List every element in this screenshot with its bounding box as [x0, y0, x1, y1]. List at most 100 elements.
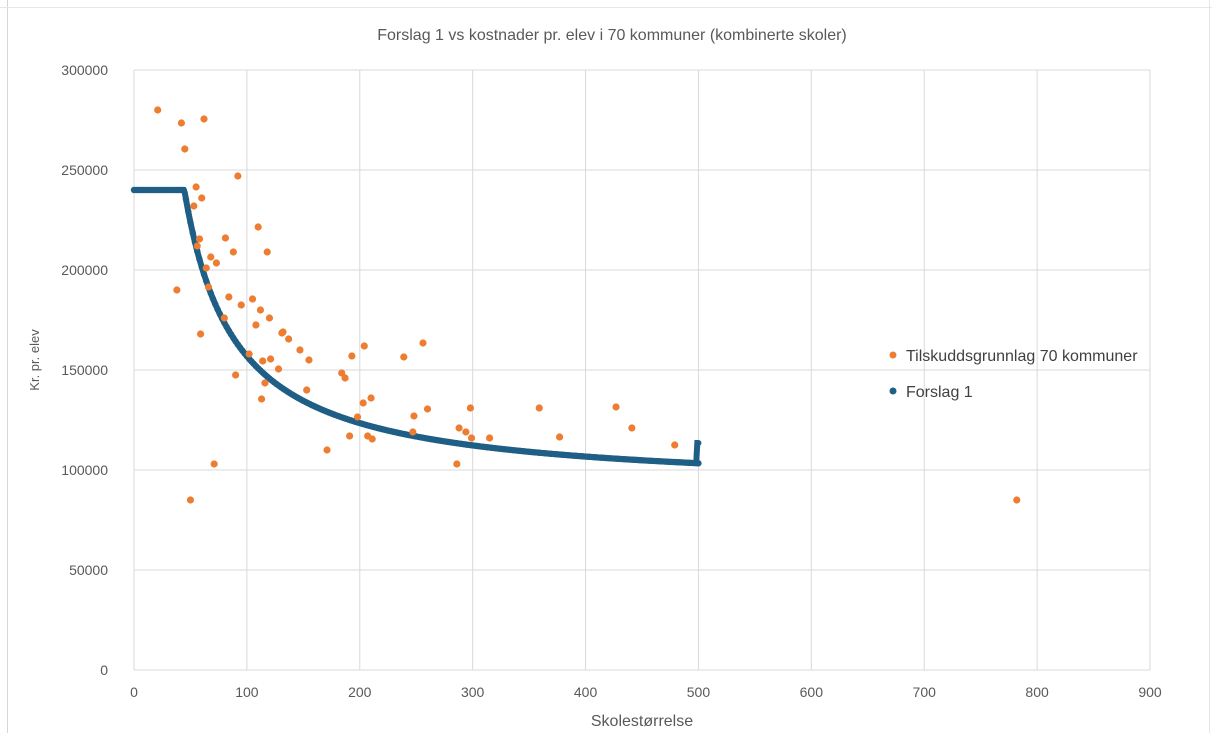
- scatter-point: [154, 106, 162, 114]
- x-tick-label: 800: [1025, 684, 1049, 700]
- legend-item-tilskuddsgrunnlag[interactable]: Tilskuddsgrunnlag 70 kommuner: [889, 348, 1139, 365]
- scatter-point: [202, 264, 210, 272]
- y-tick-label: 250000: [61, 162, 108, 178]
- scatter-point: [462, 428, 470, 436]
- scatter-point: [467, 434, 476, 442]
- x-tick-label: 600: [800, 684, 824, 700]
- x-tick-label: 900: [1138, 684, 1162, 700]
- scatter-point: [195, 235, 204, 243]
- sheet-left-border: [7, 0, 8, 733]
- forslag-1-point: [194, 247, 201, 255]
- forslag-1-point: [187, 219, 194, 226]
- forslag-1-point: [196, 256, 203, 263]
- y-tick-label: 300000: [61, 62, 108, 78]
- scatter-point: [252, 321, 260, 329]
- scatter-point: [455, 424, 463, 432]
- scatter-point: [341, 374, 349, 382]
- scatter-point: [486, 434, 494, 442]
- series-layer: [130, 106, 1021, 504]
- scatter-point: [204, 283, 213, 291]
- scatter-point: [257, 395, 266, 403]
- scatter-point: [360, 342, 368, 350]
- scatter-point: [555, 433, 564, 441]
- scatter-point: [267, 355, 275, 363]
- scatter-point: [200, 115, 208, 123]
- chart-title: Forslag 1 vs kostnader pr. elev i 70 kom…: [377, 27, 847, 44]
- scatter-point: [359, 399, 367, 407]
- scatter-point: [367, 394, 375, 402]
- forslag-1-point: [212, 300, 219, 308]
- scatter-point: [612, 403, 620, 411]
- scatter-point: [237, 301, 245, 309]
- sheet-right-border: [1209, 0, 1210, 733]
- scatter-point: [197, 330, 205, 338]
- gridlines: [133, 69, 1151, 671]
- scatter-point: [193, 242, 201, 250]
- scatter-point: [259, 357, 267, 365]
- x-tick-label: 700: [913, 684, 937, 700]
- series-tilskuddsgrunnlag: [154, 106, 1021, 504]
- scatter-point: [248, 295, 257, 303]
- scatter-point: [220, 314, 228, 322]
- scatter-point: [323, 446, 331, 454]
- scatter-point: [303, 386, 311, 394]
- scatter-point: [348, 352, 356, 360]
- forslag-1-curve: [131, 187, 702, 467]
- scatter-point: [181, 145, 189, 153]
- scatter-point: [261, 379, 269, 387]
- forslag-1-point: [203, 277, 210, 285]
- scatter-point: [177, 119, 186, 127]
- legend-marker-line: [889, 387, 897, 395]
- scatter-point: [466, 404, 475, 412]
- forslag-1-point: [182, 195, 190, 203]
- y-tick-label: 150000: [61, 362, 108, 378]
- scatter-point: [190, 202, 198, 210]
- y-axis-title: Kr. pr. elev: [27, 329, 42, 391]
- scatter-point: [1013, 496, 1021, 504]
- y-tick-label: 200000: [61, 262, 108, 278]
- scatter-point: [229, 248, 237, 256]
- scatter-point: [210, 460, 218, 468]
- x-tick-label: 200: [348, 684, 372, 700]
- legend[interactable]: Tilskuddsgrunnlag 70 kommuner Forslag 1: [889, 348, 1139, 401]
- legend-label-scatter: Tilskuddsgrunnlag 70 kommuner: [906, 348, 1138, 365]
- scatter-point: [192, 183, 200, 191]
- y-tick-label: 100000: [61, 462, 108, 478]
- scatter-point: [212, 259, 221, 267]
- scatter-point: [453, 460, 461, 468]
- x-tick-label: 100: [235, 684, 259, 700]
- x-tick-label: 500: [687, 684, 711, 700]
- sheet-top-border: [0, 7, 1212, 8]
- scatter-point: [256, 306, 265, 314]
- legend-marker-scatter: [889, 351, 897, 359]
- scatter-point: [400, 353, 408, 361]
- forslag-1-point: [180, 186, 187, 194]
- forslag-1-point: [209, 295, 217, 303]
- forslag-1-point: [184, 208, 192, 215]
- scatter-point: [245, 350, 253, 358]
- forslag-1-point: [200, 270, 208, 278]
- scatter-point: [423, 405, 432, 413]
- x-axis-title: Skolestørrelse: [591, 713, 693, 730]
- scatter-point: [296, 346, 304, 354]
- scatter-point: [234, 172, 242, 180]
- forslag-1-point: [695, 460, 702, 467]
- x-tick-label: 300: [461, 684, 485, 700]
- forslag-1-point: [189, 229, 196, 236]
- scatter-point: [173, 286, 181, 294]
- legend-item-forslag-1[interactable]: Forslag 1: [889, 384, 973, 401]
- scatter-point: [265, 314, 274, 322]
- scatter-point: [221, 234, 230, 242]
- scatter-point: [419, 339, 427, 347]
- scatter-point: [368, 435, 376, 443]
- scatter-point: [254, 223, 262, 231]
- scatter-point: [535, 404, 543, 412]
- scatter-point: [409, 428, 417, 436]
- legend-label-line: Forslag 1: [906, 384, 973, 401]
- y-tick-label: 0: [100, 662, 108, 678]
- scatter-point: [410, 412, 418, 420]
- x-tick-label: 400: [574, 684, 598, 700]
- forslag-1-point: [214, 305, 221, 313]
